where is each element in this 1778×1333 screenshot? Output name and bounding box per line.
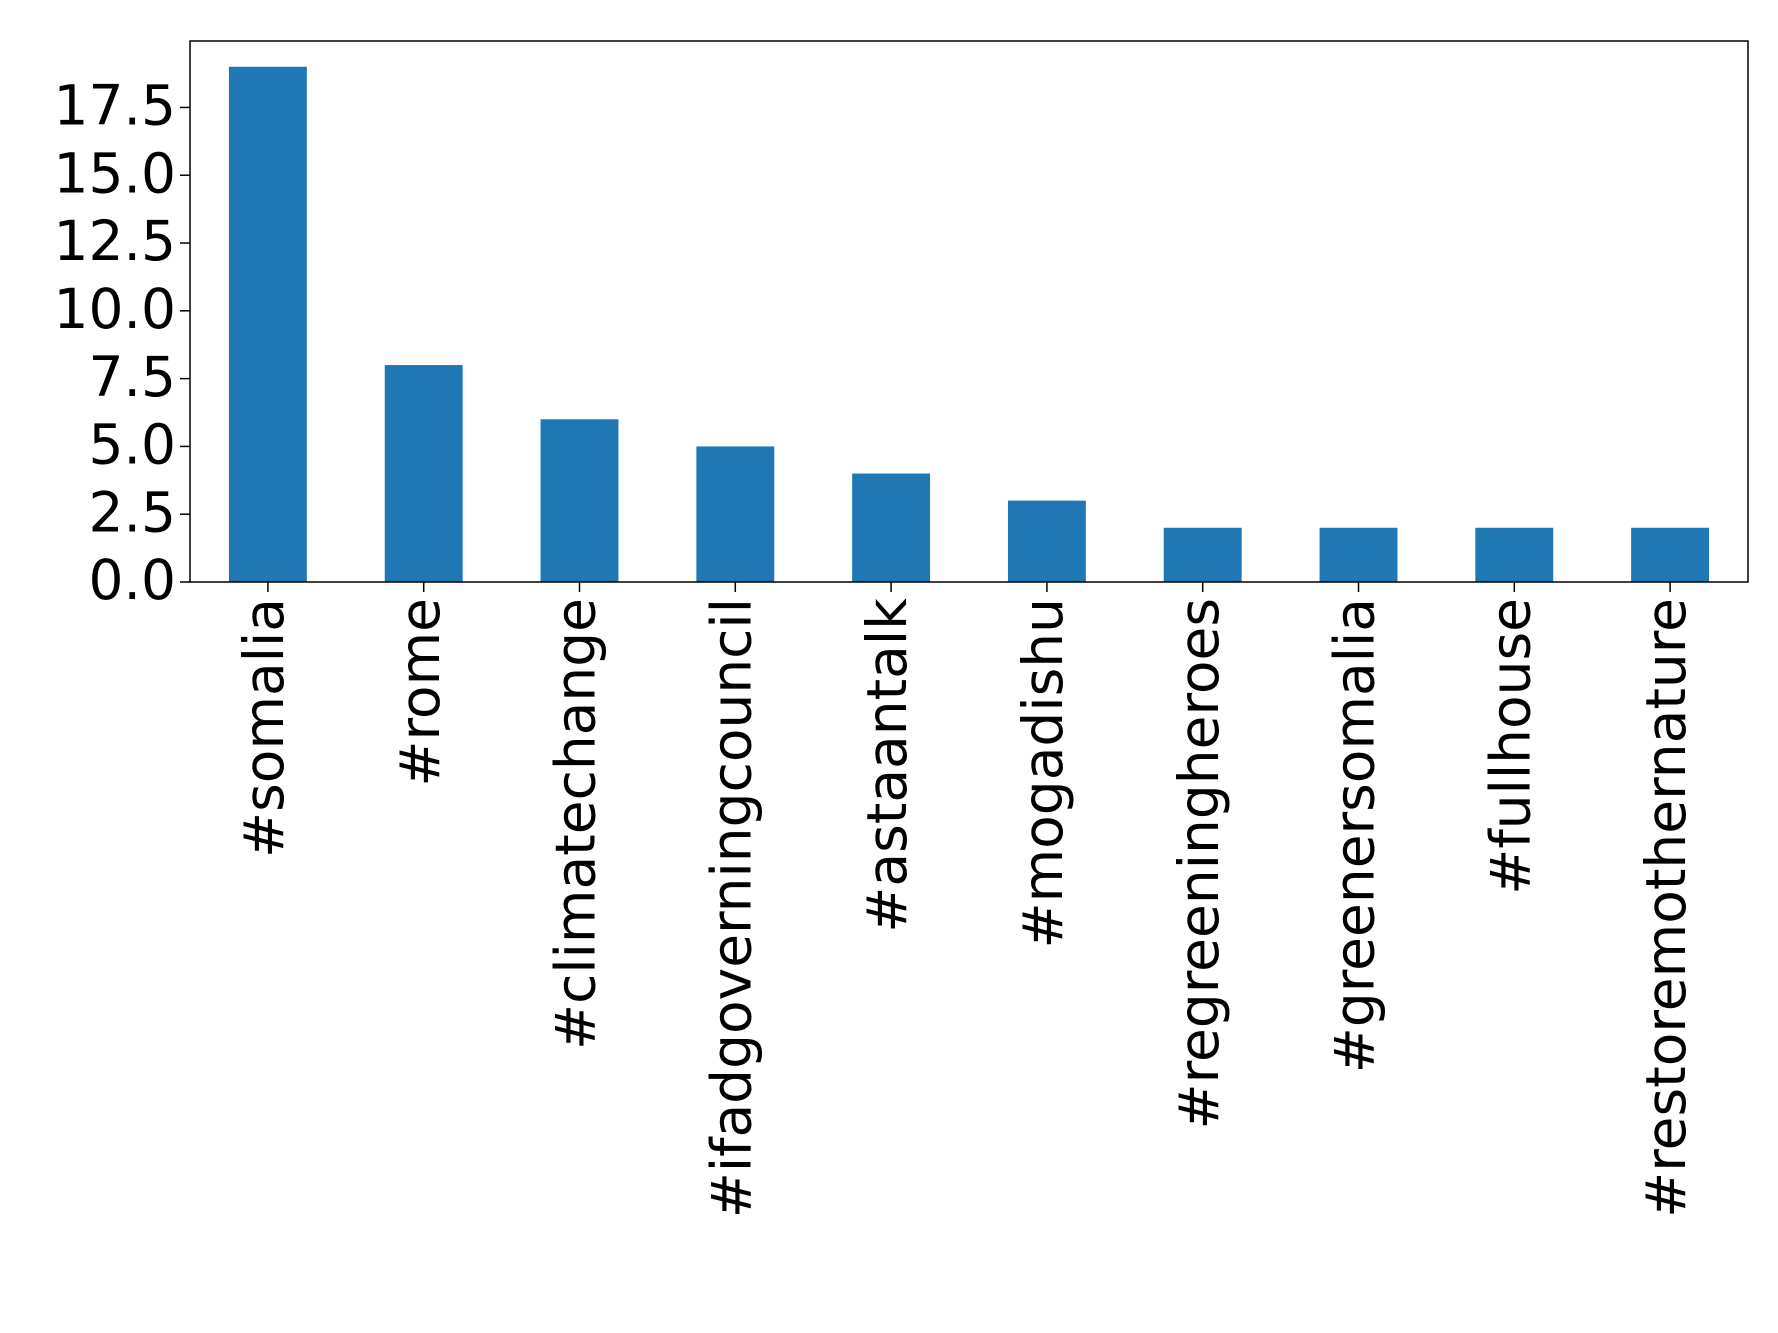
bar <box>228 66 307 582</box>
bar <box>1631 527 1710 582</box>
x-tick-label: #mogadishu <box>1011 598 1075 949</box>
y-tick-label: 5.0 <box>89 413 176 477</box>
y-tick-label: 2.5 <box>89 480 176 544</box>
x-tick-label: #greenersomalia <box>1323 598 1387 1073</box>
bar <box>1007 500 1086 582</box>
bar <box>384 365 463 582</box>
x-tick-label: #rome <box>388 598 452 787</box>
bar <box>1163 527 1242 582</box>
plot-frame <box>189 40 1749 583</box>
x-tick-label: #restoremothernature <box>1634 598 1698 1218</box>
bar <box>1475 527 1554 582</box>
x-tick-label: #climatechange <box>544 598 608 1050</box>
bar <box>852 473 931 582</box>
x-tick-label: #astaantalk <box>855 598 919 933</box>
x-tick-label: #fullhouse <box>1478 598 1542 895</box>
x-tick-label: #ifadgoverningcouncil <box>699 598 763 1218</box>
y-tick-label: 0.0 <box>89 548 176 612</box>
y-tick-label: 15.0 <box>54 141 176 205</box>
y-tick-label: 12.5 <box>54 209 176 273</box>
x-tick-label: #somalia <box>232 598 296 858</box>
bar <box>1319 527 1398 582</box>
bar <box>540 419 619 582</box>
y-tick-label: 7.5 <box>89 345 176 409</box>
x-tick-label: #regreeningheroes <box>1167 598 1231 1129</box>
bar <box>696 446 775 582</box>
y-tick-label: 10.0 <box>54 277 176 341</box>
y-tick-label: 17.5 <box>54 74 176 138</box>
